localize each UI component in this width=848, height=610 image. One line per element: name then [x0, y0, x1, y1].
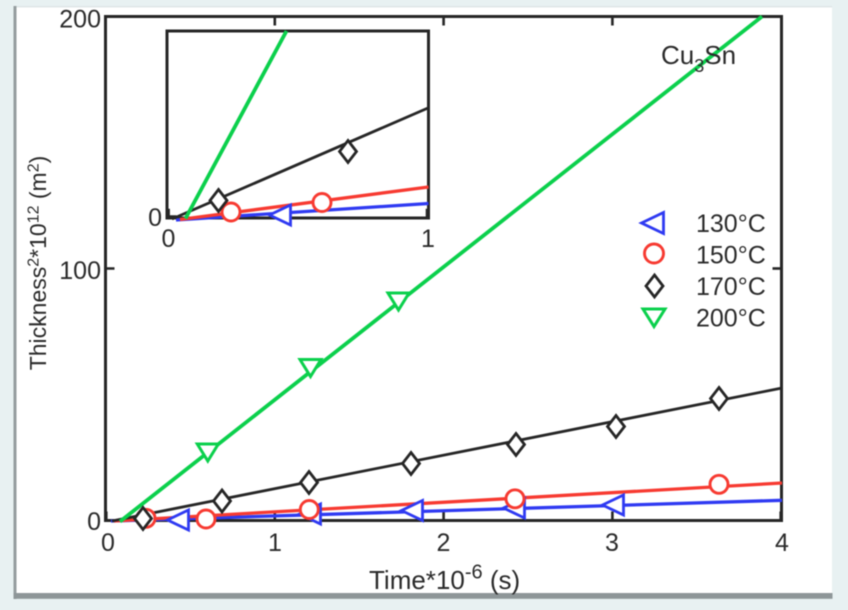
svg-text:0: 0	[101, 529, 115, 557]
svg-text:100: 100	[59, 257, 101, 285]
svg-text:0: 0	[87, 508, 101, 536]
svg-text:170°C: 170°C	[696, 273, 766, 301]
svg-text:2: 2	[437, 529, 451, 557]
svg-text:1: 1	[421, 225, 435, 253]
svg-text:200°C: 200°C	[696, 305, 766, 333]
svg-text:0: 0	[162, 225, 176, 253]
svg-text:200: 200	[59, 6, 101, 34]
svg-text:1: 1	[268, 529, 282, 557]
svg-text:150°C: 150°C	[696, 242, 766, 270]
svg-text:Time*10-6 (s): Time*10-6 (s)	[369, 562, 520, 596]
svg-text:4: 4	[775, 529, 789, 557]
svg-text:0: 0	[148, 204, 162, 232]
svg-text:3: 3	[605, 529, 619, 557]
svg-text:130°C: 130°C	[696, 210, 766, 238]
